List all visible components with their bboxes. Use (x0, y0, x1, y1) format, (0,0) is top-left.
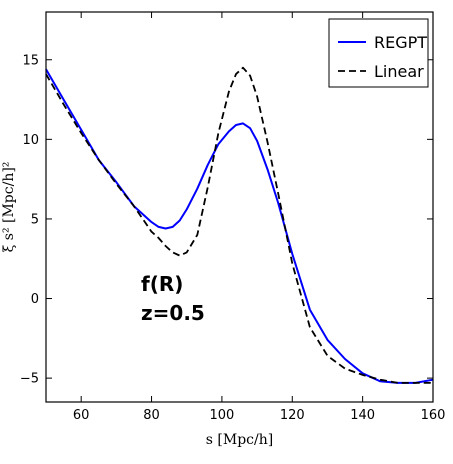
legend: REGPT Linear (328, 18, 429, 88)
annotation-model: f(R) (141, 272, 183, 296)
legend-label-linear: Linear (374, 62, 424, 81)
x-tick-label: 140 (350, 408, 375, 423)
x-tick-label: 120 (280, 408, 305, 423)
y-tick-label: 5 (31, 212, 39, 227)
series-line-linear (45, 66, 433, 384)
y-tick-label: 15 (22, 53, 39, 68)
y-tick-label: −5 (20, 372, 39, 387)
y-tick-label: 10 (22, 133, 39, 148)
x-tick-label: 60 (73, 408, 90, 423)
legend-label-regpt: REGPT (374, 33, 427, 52)
series-layer (45, 66, 434, 384)
ticks-layer: 60 80 100 120 140 160 −5 0 5 10 15 (20, 12, 446, 423)
annotation-redshift: z=0.5 (141, 301, 205, 325)
x-tick-label: 80 (143, 408, 160, 423)
y-axis-title: ξ s² [Mpc/h]² (1, 162, 17, 253)
y-tick-label: 0 (31, 292, 39, 307)
x-tick-label: 160 (421, 408, 446, 423)
legend-box (328, 18, 429, 88)
x-tick-label: 100 (209, 408, 234, 423)
x-axis-title: s [Mpc/h] (206, 432, 273, 448)
plot-frame (45, 11, 434, 403)
series-line-regpt (45, 68, 434, 384)
